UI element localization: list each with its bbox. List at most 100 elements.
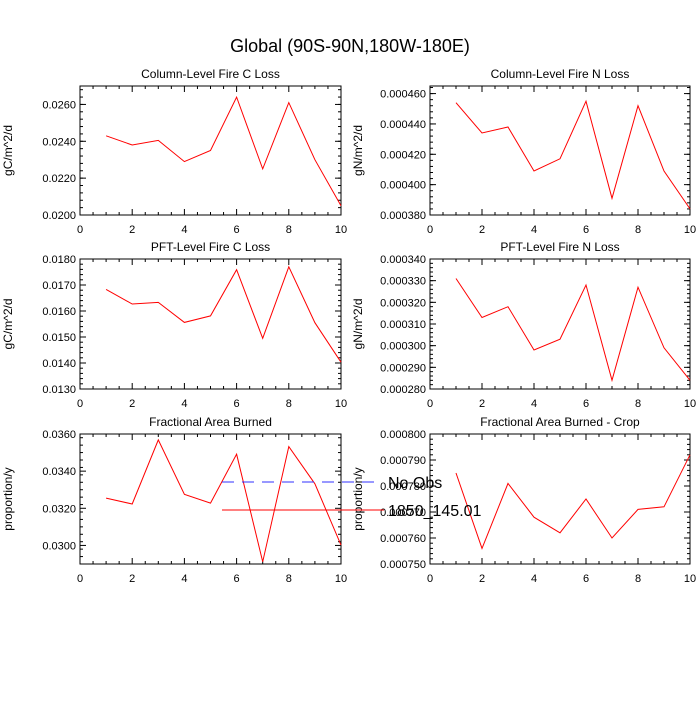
y-axis-label: gC/m^2/d bbox=[1, 125, 15, 176]
y-tick-label: 0.000760 bbox=[380, 533, 426, 545]
x-tick-label: 2 bbox=[129, 573, 135, 585]
series-line bbox=[105, 438, 342, 562]
x-tick-label: 10 bbox=[335, 224, 347, 236]
x-tick-label: 4 bbox=[181, 224, 187, 236]
plot-frame bbox=[429, 258, 691, 390]
x-tick-label: 6 bbox=[583, 573, 589, 585]
panel-pft-level-fire-c-loss: PFT-Level Fire C Loss 0 2 4 6 8 10 0.0130 0.0140… bbox=[1, 240, 347, 410]
y-tick-label: 0.000330 bbox=[380, 276, 426, 288]
y-tick-label: 0.000300 bbox=[380, 341, 426, 353]
x-tick-label: 6 bbox=[583, 224, 589, 236]
y-tick-label: 0.000380 bbox=[380, 210, 426, 222]
y-tick-label: 0.0160 bbox=[42, 306, 76, 318]
y-tick-label: 0.0340 bbox=[42, 466, 76, 478]
plot-frame bbox=[429, 433, 691, 565]
x-tick-label: 0 bbox=[427, 398, 433, 410]
y-axis-label: gN/m^2/d bbox=[351, 125, 365, 176]
x-tick-label: 8 bbox=[635, 573, 641, 585]
y-tick-label: 0.0150 bbox=[42, 332, 76, 344]
x-tick-label: 2 bbox=[129, 398, 135, 410]
plot-frame bbox=[79, 258, 342, 390]
panel-pft-level-fire-n-loss: PFT-Level Fire N Loss 0 2 4 6 8 10 0.000280 0.00… bbox=[351, 240, 696, 410]
y-tick-label: 0.0360 bbox=[42, 429, 76, 441]
x-tick-label: 2 bbox=[479, 398, 485, 410]
series-line bbox=[105, 95, 342, 207]
x-tick-label: 8 bbox=[286, 573, 292, 585]
series-line bbox=[455, 454, 691, 550]
x-tick-label: 6 bbox=[234, 224, 240, 236]
x-tick-label: 10 bbox=[684, 573, 696, 585]
x-tick-label: 4 bbox=[531, 573, 537, 585]
y-tick-label: 0.000400 bbox=[380, 180, 426, 192]
panel-column-level-fire-n-loss: Column-Level Fire N Loss 0 2 4 6 8 10 0.000380 0… bbox=[351, 67, 696, 236]
x-tick-label: 6 bbox=[234, 398, 240, 410]
legend-label-series: 1850_145.01 bbox=[388, 503, 482, 520]
y-tick-label: 0.000800 bbox=[380, 429, 426, 441]
x-tick-label: 8 bbox=[286, 398, 292, 410]
y-tick-label: 0.0170 bbox=[42, 280, 76, 292]
y-tick-label: 0.0240 bbox=[42, 136, 76, 148]
plot-frame bbox=[429, 85, 691, 216]
x-tick-label: 8 bbox=[635, 224, 641, 236]
x-tick-label: 10 bbox=[684, 398, 696, 410]
x-tick-label: 4 bbox=[181, 398, 187, 410]
x-tick-label: 4 bbox=[181, 573, 187, 585]
y-tick-label: 0.000340 bbox=[380, 254, 426, 266]
chart-panels: Column-Level Fire C Loss 0 2 4 6 8 10 0.0200 0.0… bbox=[1, 67, 696, 585]
x-tick-label: 10 bbox=[335, 398, 347, 410]
x-tick-label: 10 bbox=[335, 573, 347, 585]
y-tick-label: 0.000290 bbox=[380, 362, 426, 374]
x-tick-label: 2 bbox=[479, 573, 485, 585]
panel-title: PFT-Level Fire C Loss bbox=[151, 240, 270, 254]
x-tick-label: 4 bbox=[531, 224, 537, 236]
panel-title: Column-Level Fire C Loss bbox=[141, 67, 280, 81]
x-tick-label: 8 bbox=[286, 224, 292, 236]
y-tick-label: 0.0300 bbox=[42, 540, 76, 552]
y-tick-label: 0.000770 bbox=[380, 507, 426, 519]
y-tick-label: 0.000460 bbox=[380, 89, 426, 101]
x-tick-label: 2 bbox=[129, 224, 135, 236]
legend: No Obs 1850_145.01 bbox=[222, 475, 482, 520]
y-tick-label: 0.000320 bbox=[380, 297, 426, 309]
x-tick-label: 6 bbox=[234, 573, 240, 585]
y-tick-label: 0.0200 bbox=[42, 210, 76, 222]
y-tick-label: 0.0140 bbox=[42, 358, 76, 370]
y-tick-label: 0.000310 bbox=[380, 319, 426, 331]
y-tick-label: 0.000780 bbox=[380, 481, 426, 493]
x-tick-label: 0 bbox=[77, 398, 83, 410]
y-axis-label: gN/m^2/d bbox=[351, 299, 365, 350]
series-line bbox=[455, 99, 691, 210]
x-tick-label: 0 bbox=[427, 224, 433, 236]
panel-title: Column-Level Fire N Loss bbox=[491, 67, 630, 81]
y-tick-label: 0.000790 bbox=[380, 455, 426, 467]
y-axis-label: gC/m^2/d bbox=[1, 299, 15, 350]
y-tick-label: 0.000280 bbox=[380, 384, 426, 396]
y-tick-label: 0.0180 bbox=[42, 254, 76, 266]
panel-fractional-area-burned-crop: Fractional Area Burned - Crop 0 2 4 6 8 10 0.00… bbox=[351, 415, 696, 585]
x-tick-label: 8 bbox=[635, 398, 641, 410]
x-tick-label: 0 bbox=[427, 573, 433, 585]
y-tick-label: 0.0260 bbox=[42, 99, 76, 111]
plot-frame bbox=[79, 433, 342, 565]
y-axis-label: proportion/y bbox=[351, 467, 365, 530]
panel-title: PFT-Level Fire N Loss bbox=[500, 240, 619, 254]
series-line bbox=[455, 278, 691, 383]
y-tick-label: 0.000420 bbox=[380, 149, 426, 161]
x-tick-label: 0 bbox=[77, 224, 83, 236]
y-tick-label: 0.0220 bbox=[42, 173, 76, 185]
y-axis-label: proportion/y bbox=[1, 467, 15, 530]
y-tick-label: 0.0320 bbox=[42, 503, 76, 515]
panel-title: Fractional Area Burned bbox=[149, 415, 272, 429]
x-tick-label: 4 bbox=[531, 398, 537, 410]
panel-title: Fractional Area Burned - Crop bbox=[480, 415, 640, 429]
series-line bbox=[105, 265, 342, 363]
legend-label-no-obs: No Obs bbox=[388, 475, 442, 492]
y-tick-label: 0.000750 bbox=[380, 559, 426, 571]
figure-title: Global (90S-90N,180W-180E) bbox=[230, 36, 470, 56]
y-tick-label: 0.0130 bbox=[42, 384, 76, 396]
x-tick-label: 2 bbox=[479, 224, 485, 236]
panel-column-level-fire-c-loss: Column-Level Fire C Loss 0 2 4 6 8 10 0.0200 0.0… bbox=[1, 67, 347, 236]
x-tick-label: 0 bbox=[77, 573, 83, 585]
x-tick-label: 10 bbox=[684, 224, 696, 236]
